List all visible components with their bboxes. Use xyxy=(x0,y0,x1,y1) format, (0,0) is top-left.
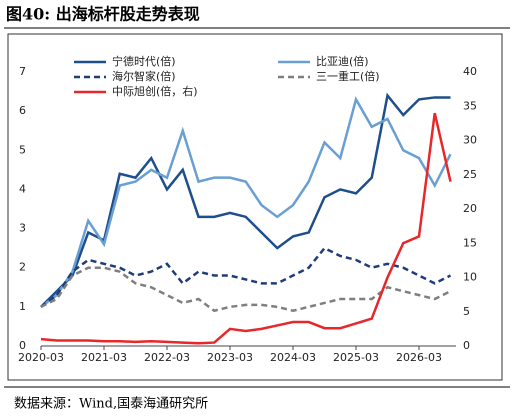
x-tick-label: 2024-03 xyxy=(270,351,316,364)
y-tick-label: 7 xyxy=(19,65,26,78)
y2-tick-label: 10 xyxy=(463,271,477,284)
legend-label: 海尔智家(倍) xyxy=(112,69,176,83)
y2-tick-label: 0 xyxy=(463,339,470,352)
legend-label: 中际旭创(倍，右) xyxy=(112,84,198,98)
y-tick-label: 6 xyxy=(19,104,26,117)
x-tick-label: 2023-03 xyxy=(207,351,253,364)
legend-label: 比亚迪(倍) xyxy=(316,54,369,68)
y-tick-label: 3 xyxy=(19,222,26,235)
legend-label: 三一重工(倍) xyxy=(316,69,380,83)
y2-tick-label: 15 xyxy=(463,236,477,249)
x-tick-label: 2025-03 xyxy=(333,351,379,364)
y-tick-label: 1 xyxy=(19,300,26,313)
y2-tick-label: 5 xyxy=(463,305,470,318)
y-tick-label: 5 xyxy=(19,143,26,156)
x-tick-label: 2022-03 xyxy=(144,351,190,364)
legend-label: 宁德时代(倍) xyxy=(112,54,176,68)
y2-tick-label: 40 xyxy=(463,65,477,78)
x-tick-label: 2026-03 xyxy=(396,351,442,364)
y-tick-label: 2 xyxy=(19,261,26,274)
chart-frame xyxy=(7,33,503,381)
y2-tick-label: 35 xyxy=(463,99,477,112)
y-tick-label: 4 xyxy=(19,182,26,195)
series-line xyxy=(40,96,452,308)
y2-tick-label: 20 xyxy=(463,202,477,215)
chart-title: 图40: 出海标杆股走势表现 xyxy=(6,5,200,24)
y2-tick-label: 30 xyxy=(463,134,477,147)
y-tick-label: 0 xyxy=(19,339,26,352)
y2-tick-label: 25 xyxy=(463,168,477,181)
series-line xyxy=(40,246,452,308)
x-tick-label: 2020-03 xyxy=(18,351,64,364)
x-tick-label: 2021-03 xyxy=(81,351,127,364)
source: 数据来源：Wind,国泰海通研究所 xyxy=(14,397,208,412)
series-line xyxy=(40,112,452,345)
